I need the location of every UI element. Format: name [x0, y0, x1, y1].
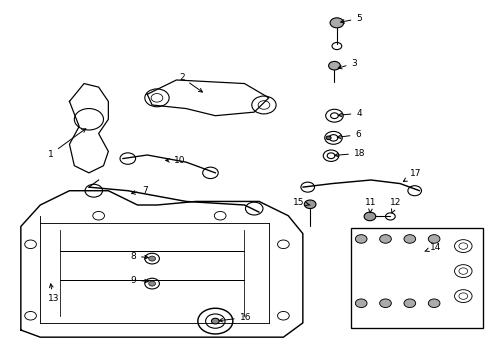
Circle shape [277, 240, 288, 249]
Text: 4: 4 [338, 109, 361, 118]
Circle shape [328, 62, 340, 70]
Circle shape [25, 311, 36, 320]
Circle shape [364, 212, 375, 221]
Bar [351, 228, 482, 328]
Circle shape [214, 211, 225, 220]
Circle shape [93, 211, 104, 220]
Circle shape [277, 311, 288, 320]
Circle shape [25, 240, 36, 249]
Text: 18: 18 [334, 149, 365, 158]
Circle shape [379, 299, 390, 307]
Text: 9: 9 [130, 275, 148, 284]
Circle shape [427, 235, 439, 243]
Text: 3: 3 [338, 59, 357, 69]
Text: 11: 11 [365, 198, 376, 213]
Text: 16: 16 [219, 313, 251, 322]
Circle shape [355, 235, 366, 243]
Circle shape [427, 299, 439, 307]
Text: 8: 8 [130, 252, 148, 261]
Text: 6: 6 [337, 130, 360, 139]
Circle shape [403, 299, 415, 307]
Circle shape [148, 281, 155, 286]
Text: 17: 17 [403, 170, 421, 181]
Circle shape [325, 136, 330, 140]
Circle shape [304, 200, 315, 208]
Text: 2: 2 [179, 73, 202, 92]
Text: 14: 14 [424, 243, 441, 252]
Circle shape [329, 18, 343, 28]
Text: 1: 1 [47, 129, 85, 159]
Text: 10: 10 [165, 156, 185, 165]
Text: 12: 12 [389, 198, 401, 213]
Text: 5: 5 [340, 14, 361, 23]
Circle shape [211, 318, 219, 324]
Text: 7: 7 [131, 185, 148, 194]
Circle shape [379, 235, 390, 243]
Circle shape [403, 235, 415, 243]
Text: 15: 15 [292, 198, 309, 207]
Text: 13: 13 [47, 284, 59, 303]
Circle shape [148, 256, 155, 261]
Circle shape [355, 299, 366, 307]
